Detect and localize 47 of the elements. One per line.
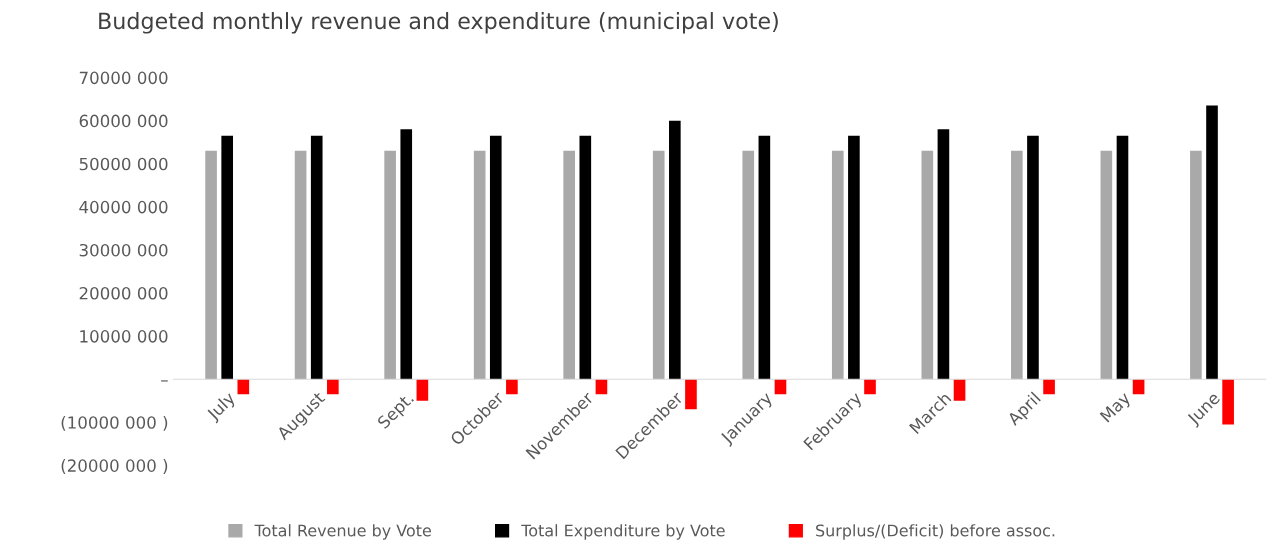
y-tick-label: 60000 000 bbox=[79, 114, 168, 128]
bar bbox=[1222, 379, 1234, 425]
legend-label: Surplus/(Deficit) before assoc. bbox=[816, 524, 1055, 540]
bar bbox=[294, 150, 307, 380]
bar bbox=[1011, 150, 1023, 380]
bar bbox=[742, 150, 755, 380]
y-tick-label: 20000 000 bbox=[79, 286, 168, 300]
bar bbox=[921, 150, 934, 380]
bar bbox=[400, 129, 413, 380]
bar bbox=[310, 135, 323, 380]
legend-label: Total Revenue by Vote bbox=[254, 524, 431, 540]
y-tick-label: (10000 000 ) bbox=[61, 415, 168, 431]
bar bbox=[758, 135, 771, 380]
bar bbox=[1043, 379, 1055, 395]
bar bbox=[237, 379, 250, 395]
bar bbox=[1206, 105, 1218, 380]
y-tick-label: 10000 000 bbox=[80, 330, 168, 343]
y-tick-label: 40000 000 bbox=[79, 200, 168, 214]
bar bbox=[205, 150, 217, 380]
bar bbox=[937, 129, 950, 380]
bar bbox=[1116, 135, 1129, 380]
bar bbox=[1027, 135, 1039, 380]
bar bbox=[327, 379, 339, 395]
bar bbox=[1190, 150, 1202, 380]
bar bbox=[579, 135, 592, 380]
bar bbox=[221, 135, 234, 380]
y-tick-label: 30000 000 bbox=[79, 243, 168, 257]
bar bbox=[864, 379, 876, 395]
bar bbox=[848, 135, 860, 380]
bar bbox=[953, 379, 966, 401]
bar bbox=[685, 379, 697, 410]
bar bbox=[652, 150, 665, 380]
bar bbox=[489, 135, 502, 380]
legend-label: Total Expenditure by Vote bbox=[521, 524, 725, 540]
y-tick-label: – bbox=[161, 380, 168, 382]
y-tick-label: 50000 000 bbox=[79, 157, 168, 171]
y-tick-label: 70000 000 bbox=[79, 71, 168, 85]
bar bbox=[831, 150, 844, 380]
bar bbox=[563, 150, 576, 380]
chart-title: Budgeted monthly revenue and expenditure (municipal vote) bbox=[99, 12, 778, 34]
bar bbox=[416, 379, 429, 401]
bar bbox=[669, 120, 681, 380]
bar bbox=[506, 379, 518, 395]
bar bbox=[1100, 150, 1113, 380]
y-tick-label: (20000 000 ) bbox=[61, 459, 168, 474]
bar bbox=[384, 150, 396, 380]
bar bbox=[473, 150, 486, 380]
